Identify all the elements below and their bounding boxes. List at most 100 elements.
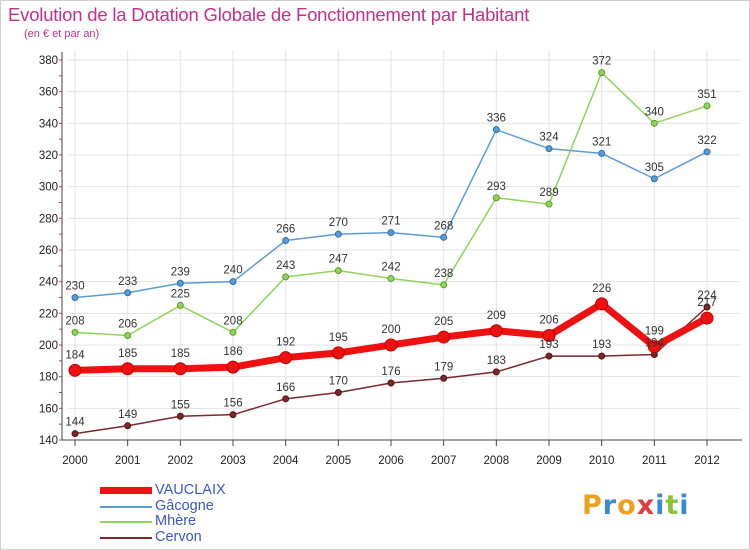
data-label: 217 [697, 297, 716, 309]
proxiti-logo: Proxiti [582, 490, 690, 521]
data-label: 305 [645, 162, 664, 174]
data-point [282, 237, 290, 244]
data-point [331, 346, 345, 360]
y-tick-label: 340 [39, 118, 58, 130]
y-tick-label: 280 [39, 213, 58, 225]
logo-letter: o [617, 490, 637, 521]
data-point [121, 362, 135, 376]
data-point [492, 126, 500, 134]
data-point [387, 275, 395, 282]
data-label: 193 [592, 339, 611, 351]
data-point [542, 329, 556, 342]
data-label: 268 [434, 220, 453, 232]
data-label: 233 [118, 276, 137, 288]
data-point [598, 69, 606, 77]
data-point [440, 233, 448, 241]
data-label: 322 [697, 135, 716, 147]
data-point [650, 175, 658, 183]
data-point [440, 281, 448, 289]
y-tick-label: 240 [39, 277, 58, 289]
data-labels: 230 233 239 240 266 270 271 268 336 324 321 305 322 2… [65, 56, 717, 429]
logo-letter: P [582, 490, 603, 521]
data-label: 208 [65, 315, 84, 327]
data-label: 185 [171, 348, 190, 360]
data-point [124, 332, 132, 339]
data-point [71, 328, 79, 336]
y-tick-label: 140 [39, 435, 58, 447]
data-label: 240 [223, 265, 242, 277]
x-tick-label: 2003 [220, 455, 246, 467]
legend-label: Mhère [155, 513, 197, 529]
data-point [173, 362, 187, 376]
data-point [334, 230, 342, 238]
data-point [282, 395, 290, 403]
data-label: 193 [539, 339, 558, 351]
data-label: 149 [118, 409, 137, 421]
data-point [387, 379, 395, 387]
data-point [647, 340, 661, 354]
data-point [176, 279, 184, 287]
y-tick-label: 180 [39, 372, 58, 384]
data-label: 239 [171, 266, 190, 278]
y-tick-label: 300 [39, 182, 58, 194]
x-tick-label: 2012 [694, 455, 720, 467]
data-label: 224 [697, 290, 717, 302]
data-label: 195 [329, 332, 348, 344]
data-point [545, 145, 553, 153]
y-tick-label: 220 [39, 308, 58, 320]
data-label: 289 [539, 187, 558, 199]
data-point [545, 352, 553, 360]
data-point [334, 389, 342, 396]
y-tick-label: 380 [39, 55, 58, 67]
data-label: 200 [381, 324, 400, 336]
data-point [437, 330, 451, 344]
data-label: 155 [171, 399, 190, 411]
data-label: 293 [487, 181, 506, 193]
y-tick-label: 320 [39, 150, 58, 162]
data-label: 199 [645, 326, 664, 338]
logo-letter: r [602, 490, 618, 521]
data-point [703, 148, 711, 156]
data-point [598, 352, 606, 360]
series-points [68, 69, 714, 438]
data-point [492, 194, 500, 202]
data-label: 321 [592, 136, 611, 148]
data-label: 144 [65, 417, 85, 429]
x-tick-label: 2009 [536, 455, 562, 467]
data-point [384, 338, 398, 352]
data-point [71, 294, 79, 301]
data-label: 230 [65, 281, 84, 293]
data-label: 206 [539, 315, 558, 327]
data-label: 238 [434, 268, 453, 280]
data-point [595, 297, 609, 311]
data-label: 170 [329, 376, 348, 388]
data-label: 247 [329, 254, 348, 266]
data-point [387, 229, 395, 237]
legend-label: Gâcogne [155, 497, 214, 514]
data-label: 340 [645, 106, 664, 118]
data-point [226, 360, 240, 374]
x-tick-label: 2007 [431, 455, 457, 467]
data-label: 336 [487, 113, 506, 125]
y-tick-label: 200 [39, 340, 58, 352]
data-label: 209 [487, 310, 506, 322]
data-label: 208 [223, 315, 242, 327]
data-point [700, 311, 714, 325]
x-tick-label: 2002 [168, 455, 194, 467]
data-point [176, 301, 184, 309]
data-point [68, 363, 82, 377]
x-tick-label: 2001 [115, 455, 141, 467]
legend-swatch [100, 536, 152, 539]
data-label: 226 [592, 283, 611, 295]
data-label: 185 [118, 348, 137, 360]
data-point [229, 328, 237, 336]
data-point [440, 374, 448, 382]
logo-letter: x [636, 490, 656, 521]
chart-title: Evolution de la Dotation Globale de Fonc… [8, 4, 530, 25]
data-label: 206 [118, 319, 137, 331]
data-label: 243 [276, 260, 295, 272]
data-label: 183 [487, 355, 506, 367]
data-point [279, 351, 293, 365]
data-point [124, 422, 132, 430]
y-tick-label: 260 [39, 245, 58, 257]
